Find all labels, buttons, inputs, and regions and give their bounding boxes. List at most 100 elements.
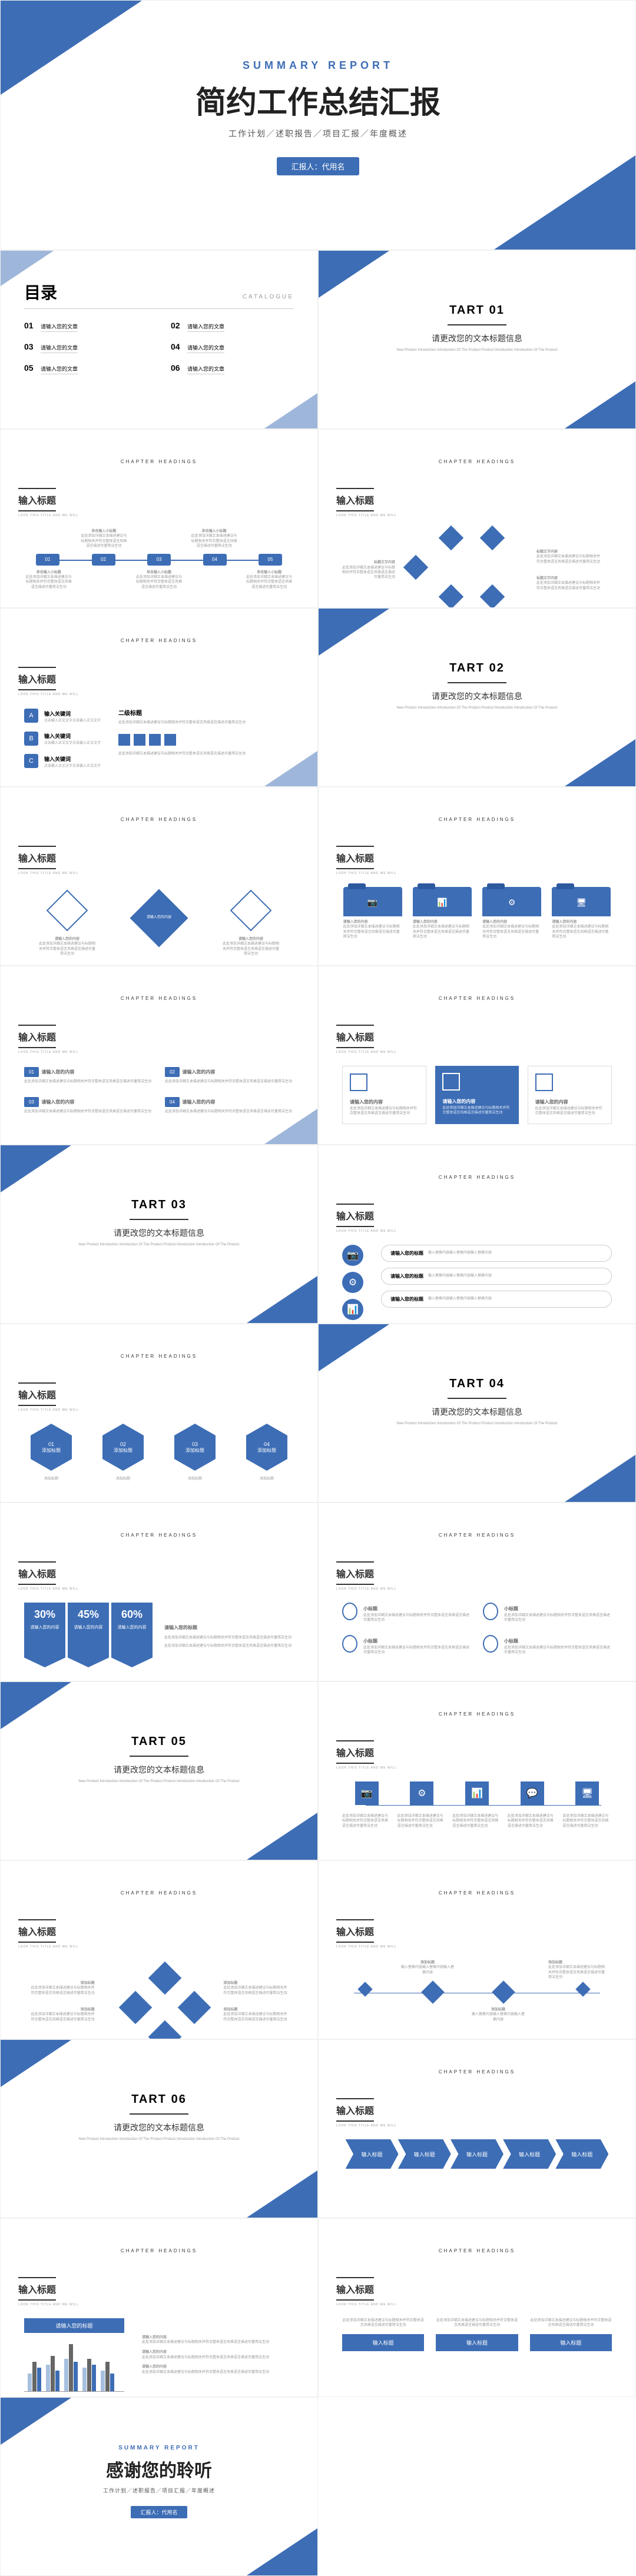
section-03: TART 03 请更改您的文本标题信息 New Product Introduc… (0, 1145, 318, 1324)
thin-timeline-slide: CHAPTER HEADINGS 输入标题 LOOK THIS TITLE AN… (318, 1860, 636, 2039)
item-title: 添加标题 (81, 1982, 95, 1985)
tart-label: TART (131, 2093, 167, 2106)
item-title: 请输入您的内容 (182, 1069, 215, 1075)
hex-icon: 02添加标题 (102, 1424, 144, 1471)
tart-label: TART (131, 1735, 167, 1748)
percent-arrow: 60%请输入您的内容 (111, 1603, 153, 1667)
arrow-chain-slide: CHAPTER HEADINGS 输入标题 LOOK THIS TITLE AN… (318, 2039, 636, 2218)
pill-item: 请输入您的标题输入替换内容输入替换内容输入替换内容 (381, 1291, 612, 1308)
chart-bar (101, 2371, 105, 2391)
section-subtitle: 请更改您的文本标题信息 (1, 1227, 317, 1239)
tart-label: TART (449, 304, 485, 317)
pills-slide: CHAPTER HEADINGS 输入标题 LOOK THIS TITLE AN… (318, 1145, 636, 1324)
diamond-icon (492, 1980, 515, 2004)
chart-bar (32, 2362, 37, 2391)
item-title: 请输入您的内容 (142, 2351, 167, 2354)
item-title: 小标题 (363, 1606, 377, 1611)
square-icon (442, 1073, 460, 1091)
section-subtitle: 请更改您的文本标题信息 (1, 1764, 317, 1776)
hex-label: 添加标题 (114, 1447, 132, 1454)
folder-icon: ⚙ (482, 887, 541, 916)
item-title: 请输入您的标题 (390, 1273, 423, 1279)
square-icon: 🖥 (575, 1781, 599, 1805)
toc-item: 06 请输入您的文章 (171, 363, 294, 374)
item-title: 请输入您的内容 (147, 916, 171, 919)
bar-chart-slide: CHAPTER HEADINGS 输入标题 LOOK THIS TITLE AN… (0, 2218, 318, 2397)
num-tag: 01 (24, 1067, 39, 1077)
pill-item: 请输入您的标题输入替换内容输入替换内容输入替换内容 (381, 1245, 612, 1262)
folder-icon: 📊 (413, 887, 472, 916)
tart-label: TART (131, 1198, 167, 1211)
hex-label: 添加标题 (42, 1447, 61, 1454)
section-02: TART 02 请更改您的文本标题信息 New Product Introduc… (318, 608, 636, 787)
diamond-icon (119, 1991, 153, 2025)
tab-desc: 此处添加详细文本描述建议与标题相关并符合整体语言风格语言描述尽量简洁生动 (530, 2318, 612, 2328)
tart-label: TART (449, 1377, 485, 1390)
hex-icon: 01添加标题 (31, 1424, 72, 1471)
circle-icon (483, 1635, 498, 1653)
item-title: 添加标题 (223, 1982, 237, 1985)
percent-slide: CHAPTER HEADINGS 输入标题 LOOK THIS TITLE AN… (0, 1503, 318, 1681)
num-tag: 04 (165, 1097, 180, 1107)
square-icon (535, 1073, 553, 1091)
toc-title-en: CATALOGUE (243, 294, 294, 300)
item-desc: 此处添加详细文本描述建议与标题相关并符合整体语言风格语言描述尽量简洁生动 (562, 1814, 612, 1829)
section-tiny: New Product Introduction Introduction Of… (319, 348, 635, 353)
item-title: 小标题 (363, 1638, 377, 1644)
diamond-icon (148, 2020, 182, 2039)
item-title: 请输入您的内容 (343, 920, 368, 924)
tab-label: 输入标题 (530, 2334, 612, 2351)
slide-heading: 输入标题 (336, 1919, 374, 1943)
item-title: 请输入您的内容 (182, 1099, 215, 1105)
chart-bar (64, 2359, 68, 2391)
closing-subtitle: 工作计划／述职报告／项目汇报／年度概述 (1, 2487, 317, 2494)
arrow-box: 输入标题 (398, 2139, 451, 2169)
chart-bar (37, 2368, 41, 2391)
item-title: 请输入您的内容 (482, 920, 507, 924)
chart-bar (74, 2362, 78, 2391)
diamond-icon (230, 890, 272, 932)
slide-heading: 输入标题 (336, 1561, 374, 1585)
item-desc: 此处添加详细文本描述建议与标题相关并符合整体语言风格语言描述尽量简洁生动 (452, 1814, 502, 1829)
section-05: TART 05 请更改您的文本标题信息 New Product Introduc… (0, 1681, 318, 1860)
closing-slide: SUMMARY REPORT 感谢您的聆听 工作计划／述职报告／项目汇报／年度概… (0, 2397, 318, 2576)
item-title: 小标题 (504, 1606, 518, 1611)
diamond-icon (439, 526, 463, 550)
diamond-icon (357, 1982, 372, 1996)
letter-badge: C (24, 754, 38, 768)
section-tiny: New Product Introduction Introduction Of… (1, 2137, 317, 2142)
item-title: 请输入您的内容 (55, 938, 80, 941)
num-tag: 03 (24, 1097, 39, 1107)
tart-label: TART (449, 662, 485, 674)
letter-badge: A (24, 709, 38, 723)
section-04: TART 04 请更改您的文本标题信息 New Product Introduc… (318, 1324, 636, 1503)
diamond-center-slide: CHAPTER HEADINGS 输入标题 LOOK THIS TITLE AN… (0, 1860, 318, 2039)
chart-title: 请输入您的标题 (24, 2318, 124, 2333)
slide-heading: 输入标题 (18, 1382, 56, 1406)
chart-bar (92, 2365, 96, 2391)
square-icon: 📊 (465, 1781, 489, 1805)
abc-row: A输入关键词点击输入正文文字点击输入正文文字 (24, 708, 101, 723)
timeline-slide: CHAPTER HEADINGS 输入标题 LOOK THIS TITLE AN… (0, 429, 318, 608)
circle-icon: ⚙ (342, 1272, 363, 1293)
section-01: TART 01 请更改您的文本标题信息 New Product Introduc… (318, 250, 636, 429)
percent-arrow: 30%请输入您的内容 (24, 1603, 65, 1667)
diamond-icon (403, 555, 428, 580)
tab-label: 输入标题 (436, 2334, 518, 2351)
square-icon: 📷 (355, 1781, 379, 1805)
node-label: 单击输入小标题 (91, 530, 116, 533)
diamond-icon (421, 1980, 445, 2004)
chart-bar (87, 2359, 91, 2391)
item-title: 请输入您的标题 (390, 1250, 423, 1257)
section-subtitle: 请更改您的文本标题信息 (319, 690, 635, 702)
card: 请输入您的内容此处添加详细文本描述建议与标题相关并符合整体语言风格语言描述尽量简… (528, 1066, 612, 1124)
square-icon: 💬 (521, 1781, 544, 1805)
hex-caption: 添加标题 (246, 1477, 287, 1481)
percent-arrow: 45%请输入您的内容 (68, 1603, 109, 1667)
square-icon (350, 1073, 367, 1091)
slide-heading: 输入标题 (336, 1025, 374, 1048)
slide-heading: 输入标题 (18, 488, 56, 511)
bottom-tabs-slide: CHAPTER HEADINGS 输入标题 LOOK THIS TITLE AN… (318, 2218, 636, 2397)
circle-icon: 📷 (342, 1245, 363, 1266)
card: 请输入您的内容此处添加详细文本描述建议与标题相关并符合整体语言风格语言描述尽量简… (435, 1066, 518, 1124)
